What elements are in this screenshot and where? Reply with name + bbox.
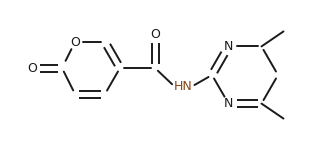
Text: O: O: [70, 36, 80, 48]
Text: O: O: [27, 61, 37, 75]
Text: HN: HN: [174, 81, 193, 93]
Text: N: N: [224, 97, 233, 110]
Text: N: N: [224, 40, 233, 53]
Text: O: O: [150, 28, 160, 42]
